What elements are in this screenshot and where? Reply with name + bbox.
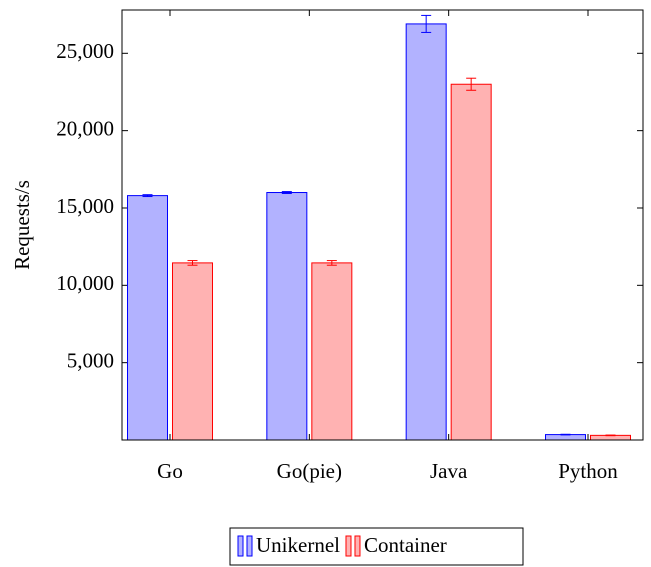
error-bar xyxy=(466,77,477,91)
legend-swatch xyxy=(237,535,244,557)
error-bar xyxy=(187,260,198,266)
x-tick-label: Go xyxy=(157,459,183,483)
legend-swatch xyxy=(345,535,352,557)
bar xyxy=(266,192,308,441)
error-bar xyxy=(605,434,616,437)
error-bar xyxy=(281,191,292,194)
y-axis-label: Requests/s xyxy=(10,180,34,270)
x-tick-label: Go(pie) xyxy=(277,459,342,483)
error-bar xyxy=(421,14,432,33)
bar xyxy=(545,434,586,441)
y-tick-label: 20,000 xyxy=(56,116,114,140)
plot-frame xyxy=(121,9,644,441)
error-bar xyxy=(326,260,337,266)
y-tick-label: 10,000 xyxy=(56,271,114,295)
y-tick-label: 5,000 xyxy=(67,348,114,372)
legend-label: Container xyxy=(364,533,447,557)
bar xyxy=(405,23,447,441)
x-tick-label: Python xyxy=(558,459,618,483)
legend-label: Unikernel xyxy=(256,533,340,557)
error-bar xyxy=(142,194,153,198)
legend-swatch xyxy=(246,535,253,557)
x-tick-label: Java xyxy=(430,459,468,483)
y-tick-label: 15,000 xyxy=(56,194,114,218)
bar xyxy=(127,195,168,441)
bar xyxy=(172,262,213,441)
legend-box xyxy=(229,527,524,566)
bar xyxy=(450,83,492,441)
y-tick-label: 25,000 xyxy=(56,39,114,63)
legend-swatch xyxy=(354,535,361,557)
error-bar xyxy=(560,433,571,436)
bar xyxy=(311,262,353,441)
